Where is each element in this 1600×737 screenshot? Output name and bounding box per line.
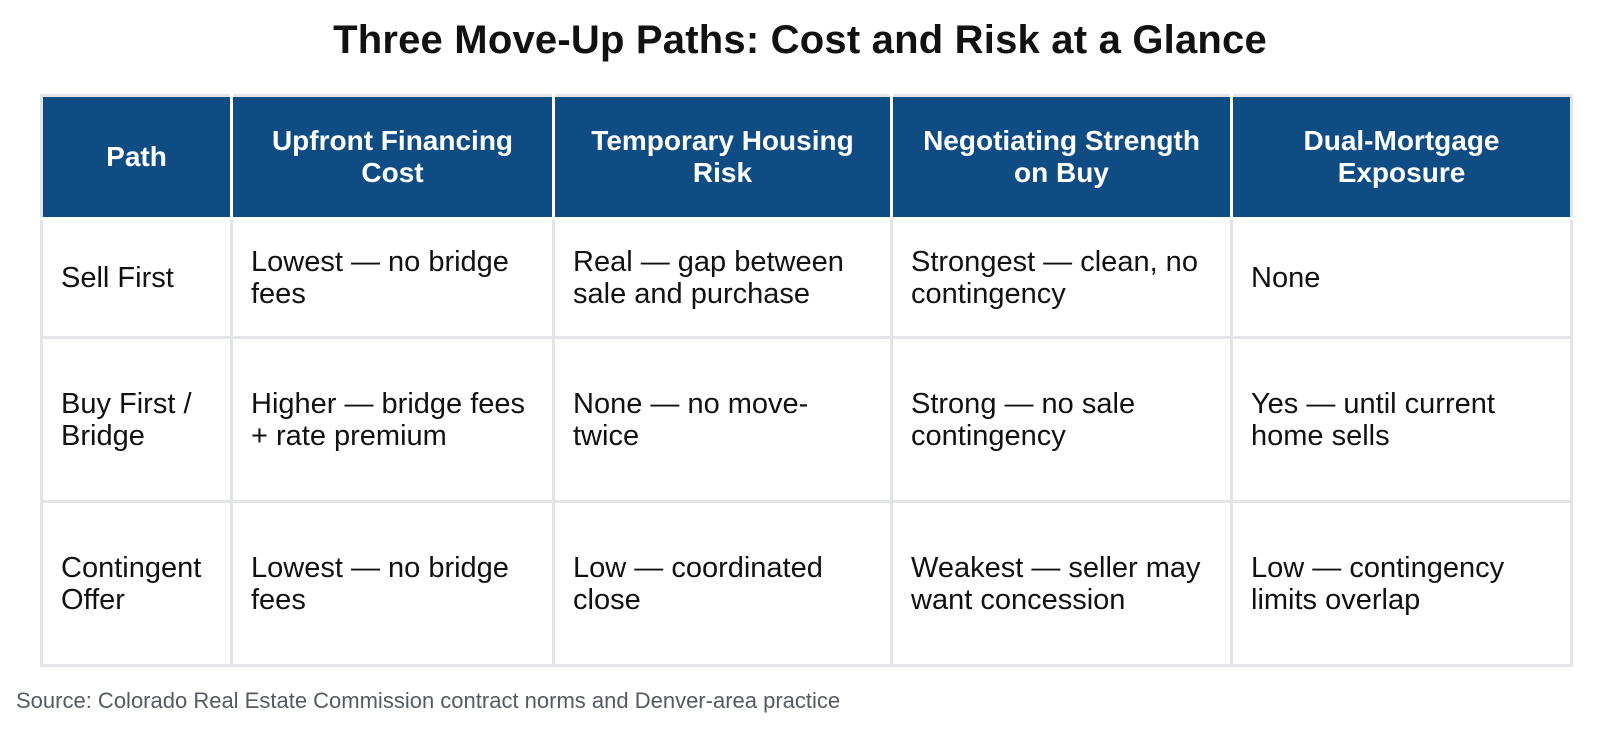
cell-path: Sell First (40, 217, 233, 339)
table-row: Buy First / Bridge Higher — bridge fees … (40, 336, 1573, 503)
table-title: Three Move-Up Paths: Cost and Risk at a … (333, 18, 1267, 62)
cell-upfront-cost: Lowest — no bridge fees (230, 500, 555, 667)
column-header-path: Path (40, 94, 233, 220)
column-header-dual-mortgage-exposure: Dual-Mortgage Exposure (1230, 94, 1573, 220)
cell-path: Buy First / Bridge (40, 336, 233, 503)
cell-housing-risk: Real — gap between sale and purchase (552, 217, 893, 339)
column-header-upfront-financing-cost: Upfront Financing Cost (230, 94, 555, 220)
column-header-temporary-housing-risk: Temporary Housing Risk (552, 94, 893, 220)
cell-housing-risk: None — no move-twice (552, 336, 893, 503)
cell-upfront-cost: Lowest — no bridge fees (230, 217, 555, 339)
table-row: Contingent Offer Lowest — no bridge fees… (40, 500, 1573, 667)
cell-dual-mortgage: Yes — until current home sells (1230, 336, 1573, 503)
header-row: Path Upfront Financing Cost Temporary Ho… (40, 94, 1573, 220)
source-note: Source: Colorado Real Estate Commission … (16, 688, 841, 713)
cell-path: Contingent Offer (40, 500, 233, 667)
cell-housing-risk: Low — coordinated close (552, 500, 893, 667)
cell-dual-mortgage: None (1230, 217, 1573, 339)
table-row: Sell First Lowest — no bridge fees Real … (40, 217, 1573, 339)
cell-negotiating-strength: Strong — no sale contingency (890, 336, 1233, 503)
cell-negotiating-strength: Strongest — clean, no contingency (890, 217, 1233, 339)
cell-dual-mortgage: Low — contingency limits overlap (1230, 500, 1573, 667)
cell-negotiating-strength: Weakest — seller may want concession (890, 500, 1233, 667)
column-header-negotiating-strength: Negotiating Strength on Buy (890, 94, 1233, 220)
comparison-table: Path Upfront Financing Cost Temporary Ho… (40, 94, 1573, 667)
cell-upfront-cost: Higher — bridge fees + rate premium (230, 336, 555, 503)
